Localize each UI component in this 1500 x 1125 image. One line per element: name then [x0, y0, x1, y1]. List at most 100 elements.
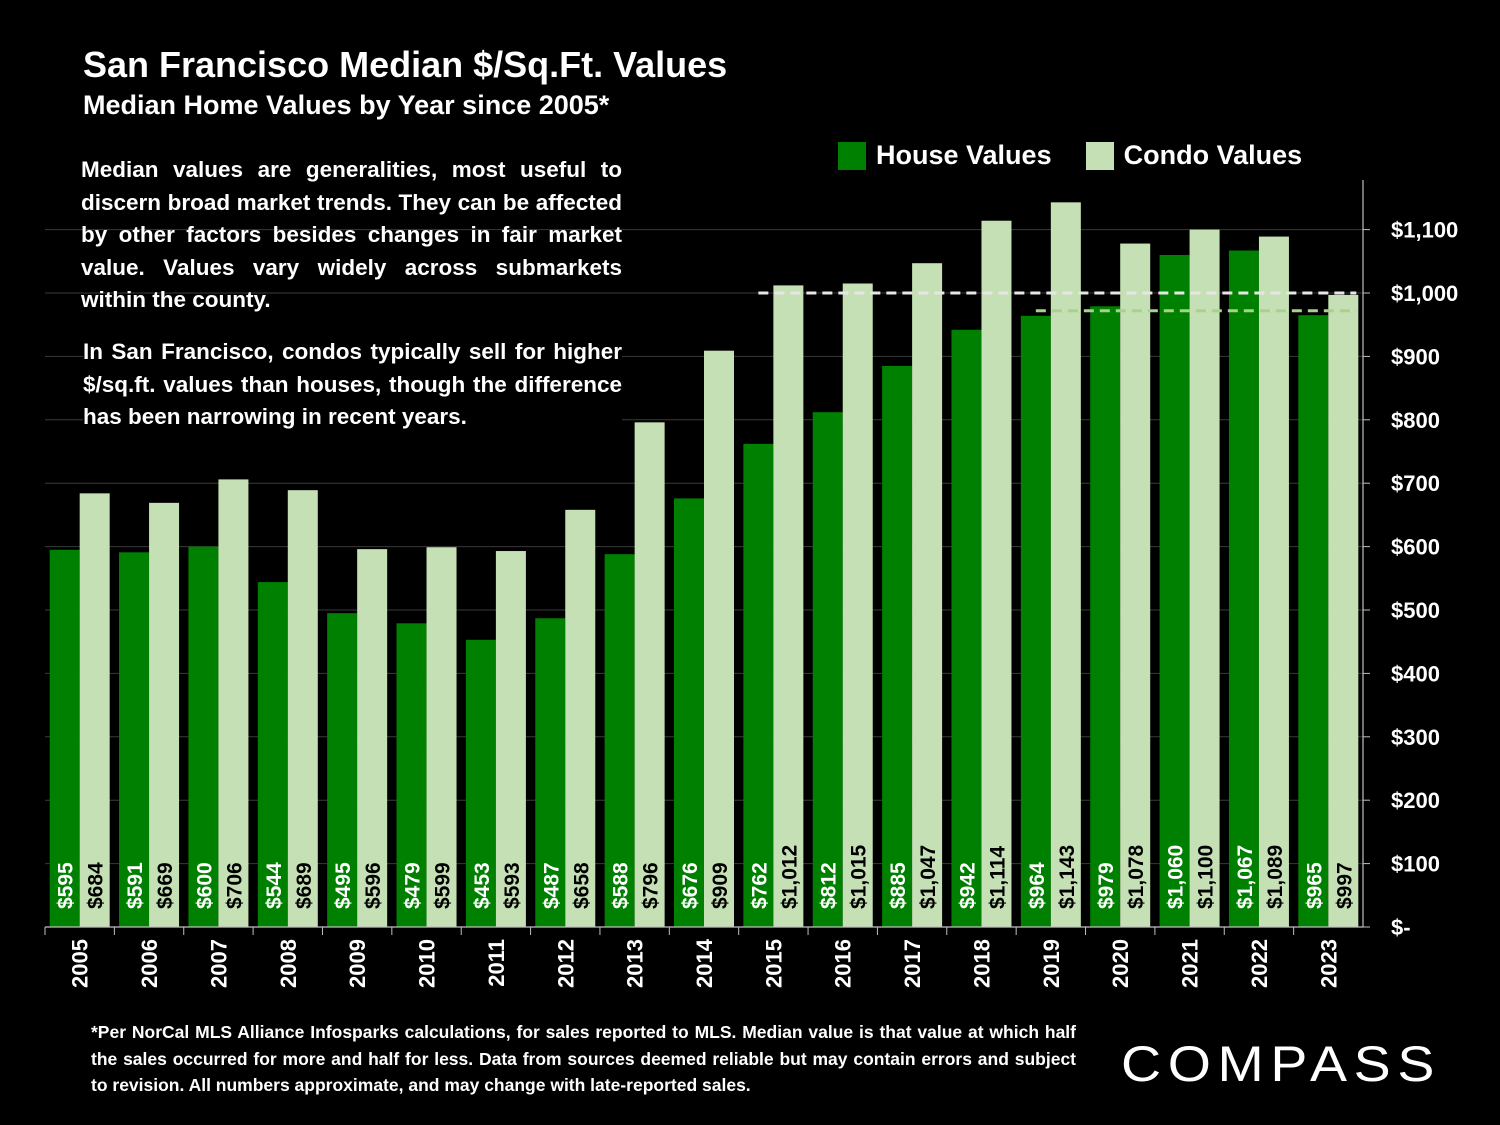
bar-condo — [218, 479, 249, 927]
axes: $- $100 $200 $300 $400 $500 $600 $700 $800 $900 $1… — [44, 180, 1458, 988]
bar-house — [535, 618, 566, 927]
bar-condo — [912, 263, 943, 927]
legend-swatch-house — [838, 141, 866, 170]
data-label-condo: $1,078 — [1125, 844, 1148, 909]
footnote: *Per NorCal MLS Alliance Infosparks calc… — [91, 1022, 1076, 1095]
data-label-condo: $1,100 — [1195, 845, 1218, 909]
reference-lines — [758, 291, 1357, 313]
bar-condo — [704, 350, 734, 928]
x-category-label: 2015 — [761, 939, 786, 988]
data-label-house: $453 — [471, 862, 494, 909]
data-label-condo: $1,047 — [917, 845, 940, 909]
legend-label-condo: Condo Values — [1123, 140, 1303, 170]
data-label-house: $495 — [332, 862, 355, 909]
bar-condo — [634, 422, 665, 927]
bar-condo — [842, 283, 873, 927]
compass-logo-text: COMPASS — [1121, 1036, 1441, 1092]
data-label-condo: $706 — [223, 862, 246, 909]
data-label-condo: $1,089 — [1264, 845, 1287, 909]
y-tick-label: $500 — [1391, 598, 1440, 623]
bars — [49, 202, 1359, 928]
x-category-label: 2006 — [137, 939, 162, 988]
y-tick-label: $400 — [1391, 661, 1440, 686]
x-category-label: 2023 — [1316, 939, 1341, 988]
y-tick-label: $700 — [1391, 471, 1440, 496]
data-label-house: $487 — [540, 862, 563, 909]
note-paragraph-1: Median values are generalities, most use… — [81, 157, 622, 312]
bar-condo — [287, 490, 318, 927]
data-label-condo: $684 — [85, 862, 108, 909]
x-category-label: 2009 — [345, 939, 370, 988]
legend-item-condo: Condo Values — [1085, 140, 1303, 171]
bar-house — [951, 329, 982, 928]
x-category-label: 2012 — [553, 939, 578, 988]
data-label-house: $544 — [263, 862, 286, 909]
data-label-house: $812 — [818, 862, 841, 909]
bar-condo — [495, 551, 526, 927]
bar-condo — [426, 547, 457, 927]
bar-house — [396, 623, 427, 927]
chart-title: San Francisco Median $/Sq.Ft. Values — [83, 44, 728, 85]
bar-condo — [357, 549, 388, 927]
legend-label-house: House Values — [876, 140, 1052, 170]
x-category-label: 2022 — [1247, 939, 1272, 988]
bar-condo — [149, 502, 180, 927]
bar-condo — [565, 509, 596, 927]
x-category-label: 2017 — [900, 939, 925, 988]
x-category-label: 2010 — [415, 939, 440, 988]
bar-house — [327, 613, 358, 927]
y-tick-label: $600 — [1391, 535, 1440, 560]
bar-condo — [1120, 243, 1151, 928]
bar-condo — [1328, 294, 1359, 928]
bar-house — [812, 412, 843, 927]
data-label-condo: $596 — [362, 862, 385, 909]
x-category-label: 2019 — [1039, 939, 1064, 988]
x-category-label: 2005 — [68, 939, 93, 988]
y-tick-label: $1,000 — [1391, 281, 1458, 306]
chart-subtitle: Median Home Values by Year since 2005* — [83, 90, 610, 120]
bar-house — [119, 552, 150, 927]
y-tick-label: $- — [1391, 915, 1411, 940]
y-tick-label: $100 — [1391, 852, 1440, 877]
bar-house — [1298, 315, 1329, 927]
data-label-house: $1,060 — [1165, 845, 1188, 909]
data-label-house: $479 — [402, 862, 425, 909]
data-label-house: $595 — [55, 862, 78, 909]
data-label-condo: $658 — [570, 862, 593, 909]
bar-condo — [1050, 202, 1081, 927]
y-tick-label: $900 — [1391, 344, 1440, 369]
note-paragraph-2: In San Francisco, condos typically sell … — [83, 336, 622, 434]
bar-house — [604, 554, 635, 927]
data-label-house: $591 — [124, 862, 147, 909]
bar-condo — [981, 220, 1012, 927]
data-label-condo: $997 — [1333, 862, 1356, 909]
data-label-house: $885 — [887, 862, 910, 909]
legend-item-house: House Values — [838, 140, 1052, 171]
data-label-house: $676 — [679, 862, 702, 909]
data-label-house: $942 — [956, 862, 979, 909]
bar-house — [1090, 306, 1121, 928]
data-label-condo: $669 — [154, 862, 177, 909]
data-label-house: $965 — [1303, 862, 1326, 909]
compass-logo: COMPASS — [1121, 1036, 1441, 1092]
data-label-condo: $599 — [432, 862, 455, 909]
y-tick-label: $200 — [1391, 788, 1440, 813]
bar-house — [465, 639, 496, 927]
bar-house — [1159, 254, 1190, 927]
y-tick-label: $1,100 — [1391, 218, 1458, 243]
bar-condo — [1258, 236, 1289, 928]
bar-house — [257, 582, 288, 927]
data-labels: $595 $684 $591 $669 $600 $706 $544 $689 $495 $596… — [55, 844, 1357, 909]
data-label-house: $1,067 — [1234, 845, 1257, 909]
x-category-label: 2016 — [831, 939, 856, 988]
bar-house — [1020, 315, 1051, 928]
x-category-label: 2008 — [276, 939, 301, 988]
bar-house — [674, 498, 704, 927]
bar-house — [882, 365, 913, 927]
data-label-house: $964 — [1026, 862, 1049, 909]
data-label-condo: $1,015 — [848, 844, 871, 909]
data-label-condo: $1,143 — [1056, 845, 1079, 909]
bar-house — [743, 443, 774, 927]
x-category-label: 2021 — [1178, 939, 1203, 988]
